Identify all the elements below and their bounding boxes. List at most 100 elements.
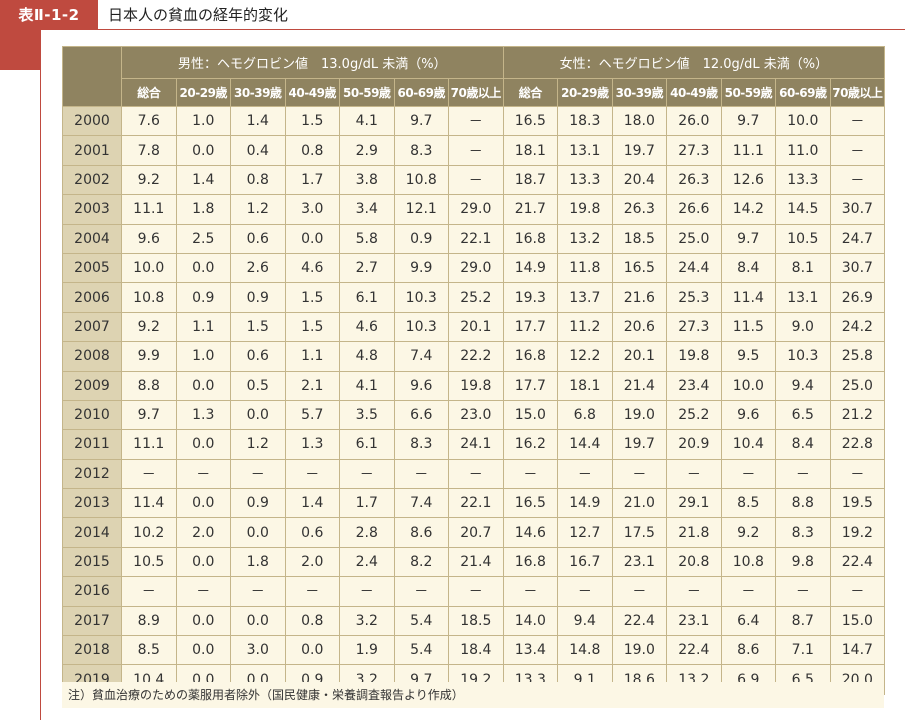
anemia-table-container: 男性：ヘモグロビン値 13.0g/dL 未満（%） 女性：ヘモグロビン値 12.… — [62, 46, 886, 695]
female-subheader-4: 50-59歳 — [720, 78, 777, 107]
value-cell: 11.8 — [557, 252, 613, 284]
table-row: 2007 9.2 1.1 1.5 1.5 4.6 10.3 20.1 17.7 11.2 20.6 2… — [62, 311, 886, 343]
value-cell: － — [611, 576, 668, 607]
value-cell: 18.3 — [557, 105, 613, 137]
value-cell: 13.3 — [557, 164, 613, 196]
value-cell: 1.2 — [230, 429, 286, 460]
value-cell: － — [557, 576, 613, 607]
value-cell: － — [230, 458, 286, 490]
value-cell: 23.4 — [666, 370, 722, 401]
value-cell: 14.8 — [557, 635, 613, 666]
table-header: 表Ⅱ-1-2 日本人の貧血の経年的変化 — [0, 0, 905, 30]
table-number-label: 表Ⅱ-1-2 — [0, 0, 98, 30]
value-cell: 0.6 — [230, 223, 286, 254]
value-cell: 26.0 — [666, 105, 722, 137]
value-cell: 11.1 — [720, 135, 777, 166]
value-cell: 1.5 — [284, 311, 340, 343]
value-cell: 9.8 — [775, 546, 831, 578]
value-cell: － — [175, 458, 231, 490]
value-cell: 20.7 — [448, 517, 504, 548]
table-row: 2018 8.5 0.0 3.0 0.0 1.9 5.4 18.4 13.4 14.8 19.0 22… — [62, 635, 886, 666]
value-cell: 0.6 — [284, 517, 340, 548]
value-cell: 10.3 — [393, 282, 449, 313]
year-cell: 2010 — [62, 399, 122, 431]
value-cell: 19.8 — [557, 194, 613, 225]
value-cell: 1.1 — [175, 311, 231, 343]
value-cell: 20.6 — [611, 311, 668, 343]
value-cell: 9.6 — [720, 399, 777, 431]
value-cell: － — [448, 135, 504, 166]
year-cell: 2017 — [62, 605, 122, 637]
value-cell: 1.8 — [175, 194, 231, 225]
value-cell: 1.5 — [284, 105, 340, 137]
value-cell: 15.0 — [502, 399, 559, 431]
value-cell: 18.1 — [502, 135, 559, 166]
value-cell: 1.1 — [284, 341, 340, 372]
value-cell: 24.4 — [666, 252, 722, 284]
value-cell: 21.8 — [666, 517, 722, 548]
value-cell: 1.0 — [175, 105, 231, 137]
value-cell: 8.8 — [121, 370, 177, 401]
value-cell: 20.4 — [611, 164, 668, 196]
footnote: 注）貧血治療のための薬服用者除外（国民健康・栄養調査報告より作成） — [62, 682, 884, 708]
year-cell: 2009 — [62, 370, 122, 401]
value-cell: 22.2 — [448, 341, 504, 372]
value-cell: 9.7 — [393, 105, 449, 137]
value-cell: 22.4 — [666, 635, 722, 666]
value-cell: 10.5 — [121, 546, 177, 578]
value-cell: 21.2 — [829, 399, 886, 431]
value-cell: 9.2 — [121, 164, 177, 196]
value-cell: 30.7 — [829, 194, 886, 225]
value-cell: 8.9 — [121, 605, 177, 637]
value-cell: 29.1 — [666, 488, 722, 519]
value-cell: － — [829, 135, 886, 166]
value-cell: 14.9 — [502, 252, 559, 284]
value-cell: － — [175, 576, 231, 607]
value-cell: 0.5 — [230, 370, 286, 401]
value-cell: － — [666, 576, 722, 607]
value-cell: － — [284, 576, 340, 607]
value-cell: 9.9 — [121, 341, 177, 372]
value-cell: 13.3 — [775, 164, 831, 196]
value-cell: 18.0 — [611, 105, 668, 137]
value-cell: 3.4 — [339, 194, 395, 225]
value-cell: 26.9 — [829, 282, 886, 313]
value-cell: 0.9 — [230, 282, 286, 313]
year-cell: 2013 — [62, 488, 122, 519]
value-cell: 8.3 — [775, 517, 831, 548]
value-cell: 13.1 — [775, 282, 831, 313]
value-cell: 20.1 — [611, 341, 668, 372]
value-cell: 8.5 — [720, 488, 777, 519]
value-cell: 5.4 — [393, 635, 449, 666]
value-cell: 0.0 — [230, 517, 286, 548]
table-row: 2012 －－－－－－－－－－－－－－ — [62, 458, 886, 490]
year-cell: 2000 — [62, 105, 122, 137]
value-cell: 11.4 — [720, 282, 777, 313]
value-cell: 2.9 — [339, 135, 395, 166]
value-cell: 25.3 — [666, 282, 722, 313]
female-subheader-0: 総合 — [502, 78, 559, 107]
value-cell: 0.0 — [284, 635, 340, 666]
year-cell: 2016 — [62, 576, 122, 607]
value-cell: 19.8 — [666, 341, 722, 372]
value-cell: 9.2 — [121, 311, 177, 343]
value-cell: － — [339, 458, 395, 490]
value-cell: 19.5 — [829, 488, 886, 519]
value-cell: 3.0 — [284, 194, 340, 225]
value-cell: 2.7 — [339, 252, 395, 284]
value-cell: 2.8 — [339, 517, 395, 548]
value-cell: 19.7 — [611, 135, 668, 166]
value-cell: 27.3 — [666, 311, 722, 343]
value-cell: － — [829, 105, 886, 137]
value-cell: 10.8 — [393, 164, 449, 196]
male-subheader-5: 60-69歳 — [393, 78, 449, 107]
value-cell: 2.0 — [284, 546, 340, 578]
value-cell: 18.5 — [611, 223, 668, 254]
value-cell: 0.0 — [175, 252, 231, 284]
female-subheader-2: 30-39歳 — [611, 78, 668, 107]
value-cell: 0.8 — [230, 164, 286, 196]
value-cell: 3.0 — [230, 635, 286, 666]
value-cell: － — [720, 576, 777, 607]
value-cell: 7.4 — [393, 341, 449, 372]
value-cell: 9.7 — [720, 105, 777, 137]
